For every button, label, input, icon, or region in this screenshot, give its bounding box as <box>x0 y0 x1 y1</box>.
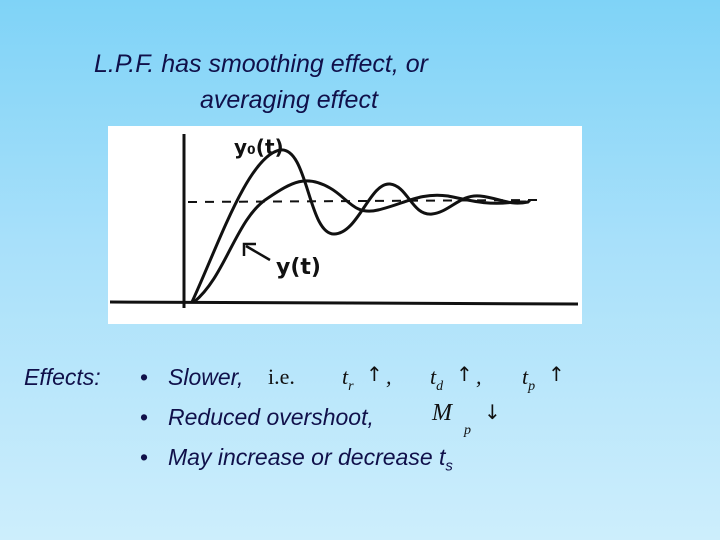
response-plot-svg: y₀(t) y(t) <box>109 134 579 308</box>
bullet-3: • <box>140 444 149 470</box>
item-3-text: May increase or decrease ts <box>168 444 453 475</box>
bullet-1: • <box>140 364 149 390</box>
tr-symbol: tr <box>342 364 354 394</box>
x-axis <box>109 300 579 306</box>
effects-heading: Effects: <box>24 364 101 390</box>
title-line-1: L.P.F. has smoothing effect, or <box>94 50 428 78</box>
item-2-text: Reduced overshoot, <box>168 404 374 430</box>
label-y0: y₀(t) <box>234 135 284 159</box>
mp-symbol: Mp <box>432 400 471 438</box>
y0-curve <box>190 148 532 303</box>
mp-down-arrow: ↓ <box>484 400 501 424</box>
item-1-ie: i.e. <box>268 364 295 389</box>
tr-up-arrow: ↑ <box>366 362 383 386</box>
title-line-2: averaging effect <box>200 86 378 114</box>
pointer-arrow-line <box>245 244 271 262</box>
tp-symbol: tp <box>522 364 536 394</box>
y-curve <box>193 179 526 304</box>
comma-2: , <box>476 364 482 389</box>
response-figure: y₀(t) y(t) <box>108 126 582 324</box>
steady-state-line <box>187 199 539 203</box>
item-1-text: Slower, <box>168 364 244 390</box>
tp-up-arrow: ↑ <box>548 362 565 386</box>
comma-1: , <box>386 364 392 389</box>
td-up-arrow: ↑ <box>456 362 473 386</box>
label-y: y(t) <box>276 255 321 280</box>
td-symbol: td <box>430 364 444 394</box>
pointer-arrow-head <box>242 242 256 256</box>
bullet-2: • <box>140 404 149 430</box>
